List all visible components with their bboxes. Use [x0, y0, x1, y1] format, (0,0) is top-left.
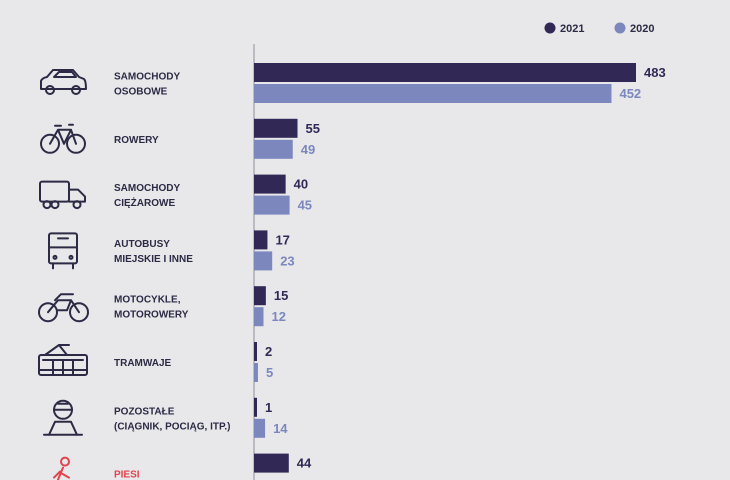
- category-icons: [38, 69, 89, 480]
- tram-icon: [38, 344, 88, 376]
- category-label: POZOSTAŁE (CIĄGNIK, POCIĄG, ITP.): [114, 406, 231, 432]
- bar-2021: [254, 397, 257, 417]
- legend-label-2021: 2021: [560, 23, 584, 35]
- chart-legend: 2021 2020: [544, 22, 654, 35]
- category-label: AUTOBUSY MIEJSKIE I INNE: [114, 239, 193, 265]
- pedestrian-icon: [53, 456, 70, 480]
- bar-2020: [254, 307, 264, 327]
- value-label-2020: 452: [619, 86, 641, 101]
- bar-2020: [254, 251, 273, 271]
- value-label-2020: 5: [266, 365, 273, 380]
- value-label-2021: 40: [294, 177, 308, 192]
- value-label-2021: 44: [297, 456, 312, 471]
- value-label-2020: 23: [280, 253, 294, 268]
- motorcycle-icon: [38, 293, 89, 323]
- bar-2021: [254, 118, 298, 138]
- legend-marker-2020: [614, 22, 626, 34]
- car-icon: [40, 69, 87, 95]
- value-label-2020: 12: [271, 309, 285, 324]
- truck-icon: [39, 180, 86, 210]
- bar-2021: [254, 453, 289, 473]
- bar-2021: [254, 286, 266, 306]
- bar-2020: [254, 363, 258, 382]
- bar-2020: [254, 84, 612, 103]
- bar-2021: [254, 230, 268, 250]
- bar-2021: [254, 63, 636, 82]
- value-label-2021: 2: [265, 344, 272, 359]
- value-label-2021: 15: [274, 288, 288, 303]
- value-label-2021: 17: [275, 232, 289, 247]
- value-label-2021: 55: [305, 121, 319, 136]
- bar-2021: [254, 174, 286, 194]
- bicycle-icon: [40, 123, 86, 154]
- category-labels: SAMOCHODY OSOBOWE ROWERY SAMOCHODY CIĘŻAROWE…: [114, 72, 231, 480]
- train-icon: [43, 399, 83, 436]
- category-label: SAMOCHODY CIĘŻAROWE: [114, 183, 180, 209]
- bar-2021: [254, 342, 257, 361]
- bar-2020: [254, 418, 266, 438]
- value-label-2020: 45: [298, 198, 312, 213]
- category-label: TRAMWAJE: [114, 358, 172, 369]
- legend-marker-2021: [544, 22, 556, 34]
- category-label: ROWERY: [114, 135, 159, 146]
- bus-icon: [48, 232, 78, 270]
- value-label-2020: 49: [301, 142, 315, 157]
- category-label: MOTOCYKLE, MOTOROWERY: [114, 295, 189, 321]
- value-label-2021: 1: [265, 400, 272, 415]
- legend-label-2020: 2020: [630, 23, 654, 35]
- value-label-2020: 14: [273, 421, 288, 436]
- bars: [254, 63, 636, 473]
- bar-2020: [254, 139, 293, 159]
- category-label: SAMOCHODY OSOBOWE: [114, 72, 180, 98]
- value-label-2021: 483: [644, 65, 666, 80]
- bar-2020: [254, 195, 290, 215]
- category-label: PIESI: [114, 470, 140, 480]
